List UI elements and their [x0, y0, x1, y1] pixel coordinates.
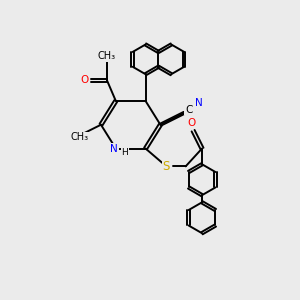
Text: O: O [80, 75, 89, 85]
Text: S: S [163, 160, 170, 173]
Text: CH₃: CH₃ [70, 132, 88, 142]
Text: CH₃: CH₃ [98, 51, 116, 62]
Text: H: H [122, 148, 128, 158]
Text: O: O [188, 118, 196, 128]
Text: N: N [110, 143, 118, 154]
Text: C: C [185, 105, 192, 115]
Text: N: N [195, 98, 203, 108]
